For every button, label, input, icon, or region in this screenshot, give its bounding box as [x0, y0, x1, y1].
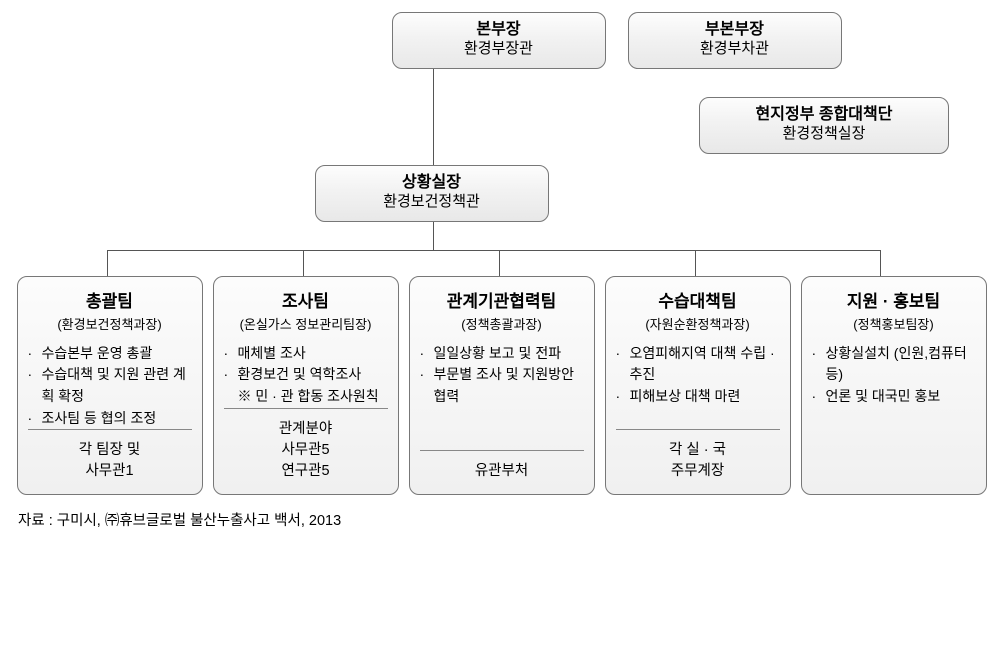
- taskforce-title: 현지정부 종합대책단: [714, 105, 934, 125]
- team-sub: (온실가스 정보관리팀장): [224, 314, 388, 333]
- team-name: 조사팀: [224, 287, 388, 312]
- row-situation: 상황실장 환경보건정책관: [14, 165, 989, 222]
- team-bullet: ·수습본부 운영 총괄: [28, 343, 192, 365]
- team-name: 수습대책팀: [616, 287, 780, 312]
- head-sub: 환경부장관: [407, 40, 591, 59]
- connector-hbar: [14, 250, 989, 276]
- bullet-text: 매체별 조사: [238, 343, 388, 365]
- bullet-dot-icon: ·: [224, 343, 238, 365]
- connector-head-situation: [433, 69, 434, 165]
- team-bullet: ·수습대책 및 지원 관련 계획 확정: [28, 364, 192, 407]
- team-bullet: ·언론 및 대국민 홍보: [812, 386, 976, 408]
- bullet-dot-icon: ·: [28, 364, 42, 407]
- team-foot: 관계분야사무관5연구관5: [224, 408, 388, 482]
- team-bullet: ·일일상황 보고 및 전파: [420, 343, 584, 365]
- bullet-text: 일일상황 보고 및 전파: [434, 343, 584, 365]
- bullet-text: 조사팀 등 협의 조정: [42, 408, 192, 430]
- bullet-dot-icon: ·: [28, 343, 42, 365]
- vice-title: 부본부장: [643, 20, 827, 40]
- team-bullet: ·매체별 조사: [224, 343, 388, 365]
- bullet-dot-icon: ·: [616, 343, 630, 386]
- team-box-3: 수습대책팀 (자원순환정책과장) ·오염피해지역 대책 수립 · 추진·피해보상 대…: [605, 276, 791, 496]
- team-name: 지원 · 홍보팀: [812, 287, 976, 312]
- team-sub: (자원순환정책과장): [616, 314, 780, 333]
- team-bullet: ·상황실설치 (인원,컴퓨터 등): [812, 343, 976, 386]
- team-sub: (환경보건정책과장): [28, 314, 192, 333]
- team-foot: 유관부처: [420, 450, 584, 482]
- team-box-2: 관계기관협력팀 (정책총괄과장) ·일일상황 보고 및 전파·부문별 조사 및 지원…: [409, 276, 595, 496]
- team-bullets: ·상황실설치 (인원,컴퓨터 등)·언론 및 대국민 홍보: [812, 343, 976, 483]
- team-foot: 각 실 · 국주무계장: [616, 429, 780, 482]
- situation-title: 상황실장: [330, 173, 534, 193]
- bullet-dot-icon: ·: [616, 386, 630, 408]
- bullet-text: 상황실설치 (인원,컴퓨터 등): [826, 343, 976, 386]
- box-vice: 부본부장 환경부차관: [628, 12, 842, 69]
- bullet-text: 언론 및 대국민 홍보: [826, 386, 976, 408]
- team-bullets: ·일일상황 보고 및 전파·부문별 조사 및 지원방안 협력: [420, 343, 584, 451]
- team-bullet: ※ 민 · 관 합동 조사원칙: [224, 386, 388, 408]
- box-taskforce: 현지정부 종합대책단 환경정책실장: [699, 97, 949, 154]
- team-box-0: 총괄팀(환경보건정책과장)·수습본부 운영 총괄·수습대책 및 지원 관련 계획…: [17, 276, 203, 496]
- bullet-text: ※ 민 · 관 합동 조사원칙: [238, 386, 388, 408]
- team-name: 관계기관협력팀: [420, 287, 584, 312]
- team-bullet: ·환경보건 및 역학조사: [224, 364, 388, 386]
- row-teams: 총괄팀(환경보건정책과장)·수습본부 운영 총괄·수습대책 및 지원 관련 계획…: [14, 276, 989, 496]
- team-name: 총괄팀: [28, 287, 192, 312]
- team-bullets: ·매체별 조사·환경보건 및 역학조사※ 민 · 관 합동 조사원칙: [224, 343, 388, 409]
- team-foot: 각 팀장 및사무관1: [28, 429, 192, 482]
- team-bullet: ·부문별 조사 및 지원방안 협력: [420, 364, 584, 407]
- bullet-text: 수습본부 운영 총괄: [42, 343, 192, 365]
- bullet-text: 환경보건 및 역학조사: [238, 364, 388, 386]
- vice-sub: 환경부차관: [643, 40, 827, 59]
- bullet-dot-icon: [224, 386, 238, 408]
- bullet-dot-icon: ·: [812, 386, 826, 408]
- team-bullet: ·조사팀 등 협의 조정: [28, 408, 192, 430]
- team-bullets: ·오염피해지역 대책 수립 · 추진·피해보상 대책 마련: [616, 343, 780, 430]
- bullet-dot-icon: ·: [420, 343, 434, 365]
- bullet-dot-icon: ·: [812, 343, 826, 386]
- box-situation: 상황실장 환경보건정책관: [315, 165, 549, 222]
- bullet-text: 피해보상 대책 마련: [630, 386, 780, 408]
- head-title: 본부장: [407, 20, 591, 40]
- bullet-dot-icon: ·: [420, 364, 434, 407]
- taskforce-sub: 환경정책실장: [714, 125, 934, 144]
- bullet-text: 오염피해지역 대책 수립 · 추진: [630, 343, 780, 386]
- bullet-dot-icon: ·: [28, 408, 42, 430]
- team-bullet: ·피해보상 대책 마련: [616, 386, 780, 408]
- team-box-1: 조사팀 (온실가스 정보관리팀장) ·매체별 조사·환경보건 및 역학조사※ 민 ·…: [213, 276, 399, 496]
- team-bullet: ·오염피해지역 대책 수립 · 추진: [616, 343, 780, 386]
- situation-sub: 환경보건정책관: [330, 193, 534, 212]
- team-bullets: ·수습본부 운영 총괄·수습대책 및 지원 관련 계획 확정·조사팀 등 협의 …: [28, 343, 192, 430]
- box-head: 본부장 환경부장관: [392, 12, 606, 69]
- bullet-dot-icon: ·: [224, 364, 238, 386]
- bullet-text: 수습대책 및 지원 관련 계획 확정: [42, 364, 192, 407]
- team-box-4: 지원 · 홍보팀 (정책홍보팀장) ·상황실설치 (인원,컴퓨터 등)·언론 및 대…: [801, 276, 987, 496]
- bullet-text: 부문별 조사 및 지원방안 협력: [434, 364, 584, 407]
- team-sub: (정책홍보팀장): [812, 314, 976, 333]
- source-citation: 자료 : 구미시, ㈜휴브글로벌 불산누출사고 백서, 2013: [14, 509, 989, 530]
- row-top: 본부장 환경부장관 부본부장 환경부차관: [14, 12, 989, 69]
- team-sub: (정책총괄과장): [420, 314, 584, 333]
